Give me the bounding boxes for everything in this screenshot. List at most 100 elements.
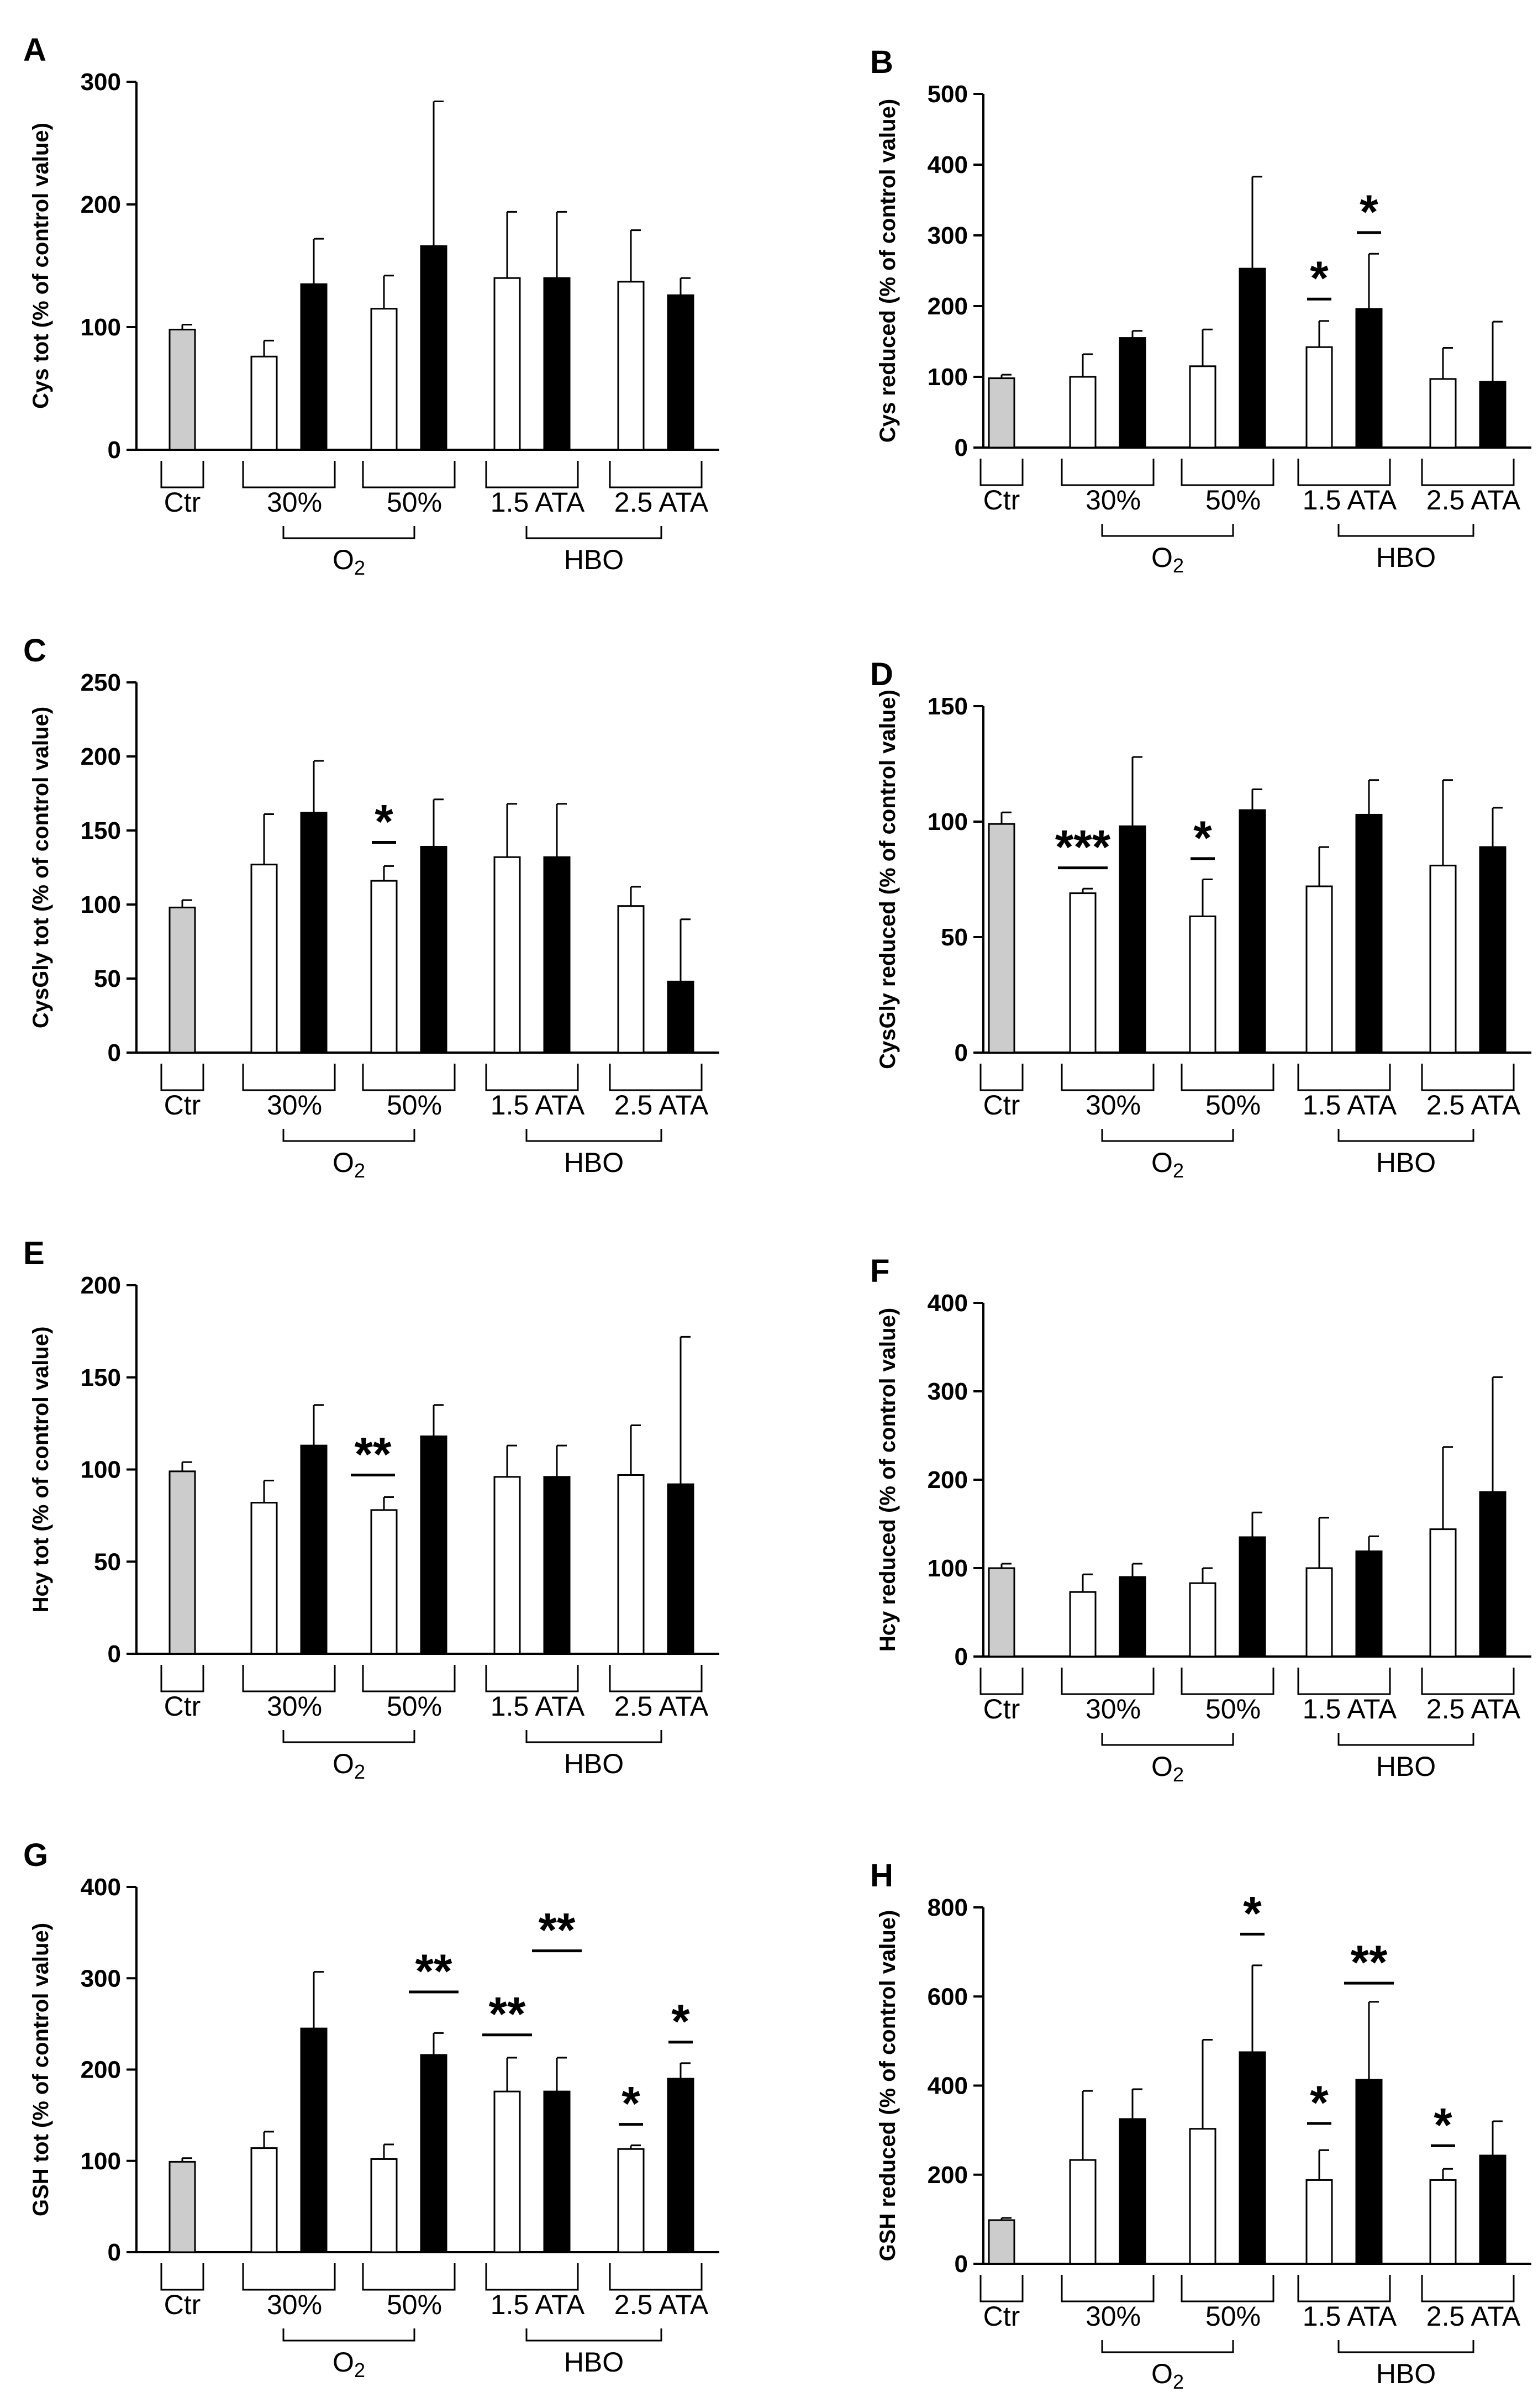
bar: [1479, 2154, 1507, 2265]
group-label: Ctr: [983, 1090, 1020, 1121]
group-bracket: [609, 1064, 703, 1091]
bar: [667, 980, 694, 1054]
bar: [493, 1476, 521, 1655]
significance-label: *: [1310, 252, 1329, 305]
bar: [617, 1474, 645, 1655]
group-bracket: [1181, 1064, 1274, 1091]
o2-bracket: [282, 1129, 415, 1142]
bar: [1189, 1582, 1216, 1658]
y-tick-label: 150: [81, 817, 121, 844]
y-tick-label: 200: [928, 2162, 968, 2189]
group-bracket: [1421, 459, 1515, 486]
y-tick-label: 200: [928, 293, 968, 320]
bar: [543, 1476, 571, 1655]
group-bracket: [485, 2263, 579, 2291]
significance-label: **: [415, 1945, 452, 1998]
o2-bracket: [282, 526, 415, 539]
group-bracket: [1061, 2275, 1155, 2302]
group-label: 1.5 ATA: [491, 487, 585, 518]
o2-label: O2: [333, 2347, 365, 2381]
bar: [250, 864, 278, 1054]
bar: [1189, 365, 1216, 449]
bar: [988, 1567, 1015, 1658]
y-tick-label: 800: [928, 1894, 968, 1921]
group-bracket: [609, 1665, 703, 1692]
bar: [1305, 885, 1333, 1054]
y-tick-label: 300: [928, 222, 968, 249]
panel-A: A 0 100 200 300 Cys tot (% of control value) C…: [23, 32, 719, 579]
panel-letter: E: [23, 1235, 45, 1271]
hbo-bracket: [525, 1730, 662, 1743]
bar: [1119, 337, 1146, 449]
panel-letter: C: [23, 633, 46, 669]
hbo-label: HBO: [564, 1147, 624, 1178]
group-bracket: [160, 461, 204, 488]
y-tick-label: 50: [94, 1548, 121, 1575]
group-bracket: [242, 2263, 336, 2291]
hbo-label: HBO: [564, 1748, 624, 1779]
significance-label: *: [1193, 812, 1212, 865]
hbo-bracket: [525, 526, 662, 539]
y-axis-label: GSH reduced (% of control value): [876, 1910, 900, 2262]
group-label: 50%: [387, 1691, 442, 1722]
group-bracket: [242, 1665, 336, 1692]
bar: [1429, 378, 1457, 449]
panel-D: D 0 50 100 150 CysGly reduced (% of control v…: [870, 656, 1531, 1182]
group-bracket: [1297, 2275, 1391, 2302]
group-bracket: [1421, 1668, 1515, 1695]
group-bracket: [979, 2275, 1024, 2302]
group-label: 1.5 ATA: [1303, 2301, 1397, 2332]
panel-letter: D: [870, 656, 893, 692]
panel-letter: H: [870, 1858, 893, 1894]
group-bracket: [160, 1064, 204, 1091]
bar: [168, 2160, 196, 2253]
bar: [1305, 2179, 1333, 2265]
o2-bracket: [1101, 2340, 1234, 2353]
o2-label: O2: [1151, 1147, 1184, 1182]
y-tick-label: 300: [81, 1965, 121, 1992]
o2-label: O2: [1151, 542, 1184, 577]
hbo-label: HBO: [1376, 1751, 1436, 1782]
y-tick-label: 200: [81, 1272, 121, 1299]
bar: [370, 2158, 398, 2253]
significance-label: *: [621, 2078, 640, 2131]
group-bracket: [1061, 459, 1155, 486]
bar: [250, 355, 278, 451]
bar: [1355, 1550, 1383, 1658]
group-bracket: [1181, 1668, 1274, 1695]
group-bracket: [1421, 1064, 1515, 1091]
y-tick-label: 0: [955, 2251, 968, 2278]
hbo-label: HBO: [1376, 542, 1436, 573]
group-label: 50%: [1205, 1694, 1261, 1724]
bar: [1305, 346, 1333, 449]
bar: [168, 1470, 196, 1655]
bar: [420, 2054, 447, 2253]
y-tick-label: 100: [81, 891, 121, 918]
group-bracket: [1181, 459, 1274, 486]
bar: [420, 845, 447, 1054]
y-tick-label: 0: [108, 2239, 121, 2266]
panel-C: C 0 50 100 150 200 250 CysGly tot (% of control…: [23, 633, 719, 1182]
bar: [250, 2147, 278, 2253]
bar: [1119, 1576, 1146, 1658]
bar: [370, 308, 398, 451]
group-label: 2.5 ATA: [1426, 1694, 1521, 1724]
y-tick-label: 100: [928, 364, 968, 391]
group-label: 2.5 ATA: [614, 1691, 709, 1722]
significance-label: **: [489, 1988, 526, 2041]
bar: [1069, 376, 1097, 449]
group-label: 30%: [1086, 2301, 1141, 2332]
y-tick-label: 200: [81, 2057, 121, 2084]
group-label: Ctr: [164, 1691, 201, 1722]
group-bracket: [242, 461, 336, 488]
group-bracket: [362, 461, 456, 488]
hbo-bracket: [525, 2328, 662, 2342]
group-bracket: [485, 1665, 579, 1692]
group-label: 2.5 ATA: [1426, 485, 1521, 516]
y-tick-label: 600: [928, 1983, 968, 2010]
bar: [1355, 813, 1383, 1054]
group-label: 2.5 ATA: [614, 2289, 709, 2320]
y-tick-label: 0: [108, 437, 121, 464]
significance-label: **: [355, 1428, 392, 1481]
group-bracket: [1297, 1064, 1391, 1091]
